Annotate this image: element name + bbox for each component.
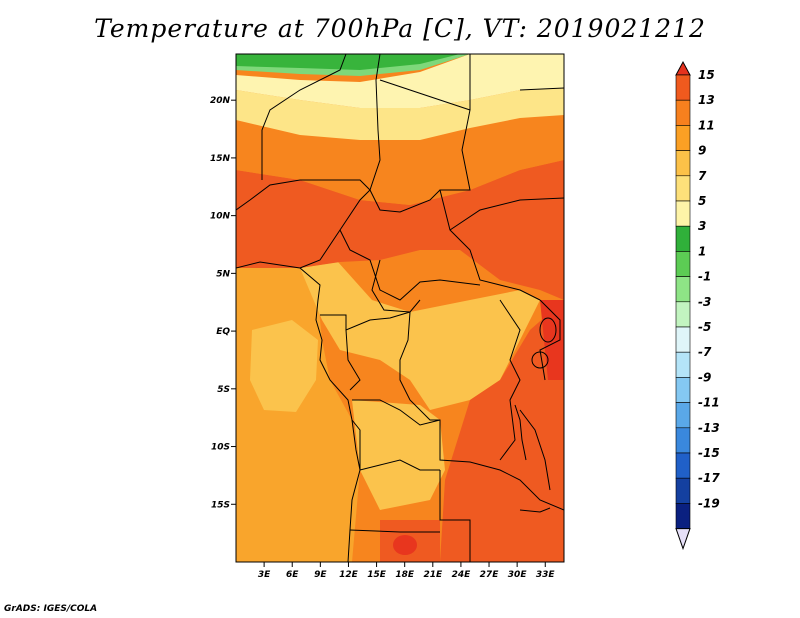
northern-mid-band (236, 115, 564, 205)
colorbar-label: 9 (698, 144, 706, 158)
lon-tick-label: 30E (508, 570, 528, 580)
colorbar-swatch (675, 74, 691, 101)
colorbar-label: -17 (698, 471, 720, 485)
colorbar-bottom-arrow (675, 528, 691, 551)
colorbar-swatch (675, 251, 691, 277)
lon-tick-label: 6E (286, 570, 299, 580)
lon-tick-label: 33E (536, 570, 556, 580)
colorbar-swatch (675, 99, 691, 126)
temperature-field (236, 54, 564, 562)
lat-tick-label: 10S (211, 443, 230, 453)
colorbar-swatch (675, 503, 691, 529)
colorbar-label: -19 (698, 496, 720, 510)
colorbar-label: 3 (698, 219, 706, 233)
lon-tick-label: 27E (480, 570, 500, 580)
lon-tick-label: 9E (314, 570, 327, 580)
northern-pale-band (236, 54, 564, 108)
colorbar-label: 15 (698, 68, 715, 82)
map-title: Temperature at 700hPa [C], VT: 201902121… (94, 14, 706, 43)
northern-yellow-band (236, 88, 564, 140)
latitude-axis: 20N 15N 10N 5N EQ 5S 10S 15S (210, 96, 236, 510)
colorbar-swatch (675, 225, 691, 252)
coastal-band (250, 320, 318, 412)
colorbar-label: 7 (698, 169, 707, 183)
colorbar-swatch (675, 301, 691, 328)
colorbar-label: -1 (698, 270, 711, 284)
colorbar-label: 13 (698, 93, 715, 107)
colorbar-swatch (675, 276, 691, 303)
colorbar-label: 11 (698, 118, 715, 132)
lon-tick-label: 12E (339, 570, 359, 580)
lon-tick-label: 21E (423, 570, 443, 580)
lakes (514, 317, 557, 513)
northern-warm-band (236, 160, 564, 300)
country-borders (236, 54, 564, 562)
colorbar-swatch (675, 427, 691, 454)
lat-tick-label: 20N (210, 96, 231, 106)
colorbar-swatch (675, 326, 691, 353)
credit-label: GrADS: IGES/COLA (4, 604, 98, 614)
lon-tick-label: 15E (367, 570, 387, 580)
lon-tick-label: 24E (452, 570, 472, 580)
colorbar-swatch (675, 200, 691, 227)
map-frame (235, 53, 565, 563)
colorbar-swatch (675, 125, 691, 151)
lon-tick-label: 3E (258, 570, 271, 580)
lat-tick-label: EQ (216, 327, 230, 337)
lat-tick-label: 10N (210, 212, 231, 222)
colorbar-label: -15 (698, 446, 720, 460)
colorbar-label: -7 (698, 345, 712, 359)
colorbar-swatch (675, 377, 691, 403)
colorbar-swatch (675, 351, 691, 378)
lat-tick-label: 5N (216, 269, 230, 279)
colorbar: 15 13 11 9 7 5 3 1 -1 -3 -5 -7 -9 -11 -13 -15 -17 -19 (675, 60, 720, 551)
longitude-axis: 3E 6E 9E 12E 15E 18E 21E 24E 27E 30E 33E (258, 562, 556, 580)
lat-tick-label: 15S (211, 500, 230, 510)
colorbar-label: -9 (698, 370, 711, 384)
colorbar-label: 5 (698, 194, 706, 208)
colorbar-swatch (675, 402, 691, 429)
colorbar-label: -11 (698, 396, 720, 410)
colorbar-swatch (675, 452, 691, 479)
colorbar-top-arrow (675, 60, 691, 76)
lat-tick-label: 15N (210, 154, 231, 164)
northern-green-band (236, 54, 460, 70)
lon-tick-label: 18E (395, 570, 415, 580)
colorbar-label: -3 (698, 295, 711, 309)
colorbar-swatch (675, 150, 691, 177)
lat-tick-label: 5S (217, 385, 230, 395)
colorbar-swatch (675, 175, 691, 202)
colorbar-label: -13 (698, 421, 720, 435)
colorbar-label: 1 (698, 244, 706, 258)
colorbar-label: -5 (698, 320, 711, 334)
colorbar-swatch (675, 477, 691, 504)
